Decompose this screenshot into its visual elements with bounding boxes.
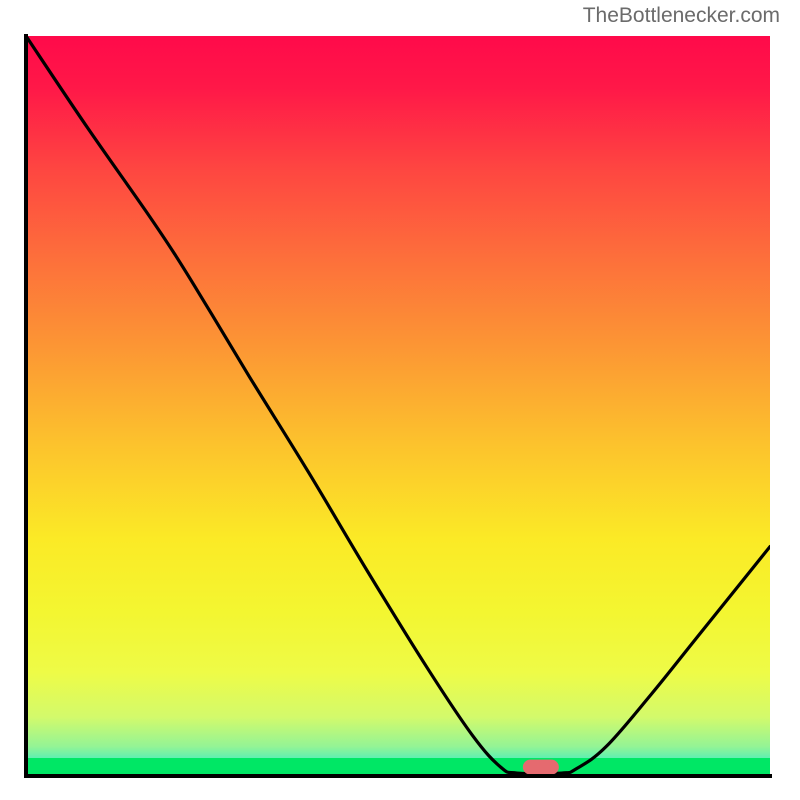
chart-canvas [0, 0, 800, 800]
bottleneck-chart: TheBottlenecker.com [0, 0, 800, 800]
plot-gradient-background [26, 36, 770, 776]
bottom-green-band [26, 758, 770, 776]
optimal-marker [523, 760, 559, 775]
